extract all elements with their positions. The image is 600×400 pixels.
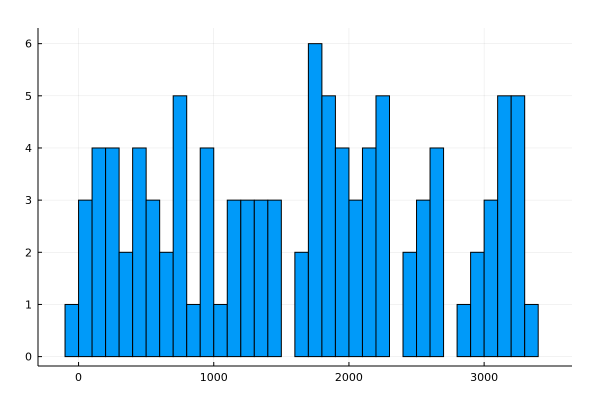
x-tick-label: 2000 — [335, 371, 363, 384]
histogram-bar — [524, 303, 539, 358]
x-tick-label: 0 — [75, 371, 82, 384]
histogram-bar — [375, 95, 390, 358]
x-axis-ticks: 0 1000 2000 3000 — [75, 362, 498, 384]
x-tick-label: 3000 — [470, 371, 498, 384]
histogram-bar — [456, 303, 472, 358]
histogram-bar — [253, 199, 269, 358]
histogram-bar — [470, 251, 485, 358]
histogram-bar — [145, 199, 161, 358]
histogram-bar — [132, 147, 147, 358]
histogram-bar — [199, 147, 215, 358]
histogram-bar — [497, 95, 512, 358]
histogram-bar — [240, 199, 255, 358]
y-tick-label: 1 — [25, 298, 32, 311]
histogram-bar — [159, 251, 174, 358]
histogram-bar — [64, 303, 80, 358]
histogram-bar — [267, 199, 282, 358]
histogram-bar — [105, 147, 120, 358]
histogram-bar — [186, 303, 201, 358]
histogram-bar — [510, 95, 526, 358]
y-tick-label: 3 — [25, 194, 32, 207]
histogram-bar — [402, 251, 418, 358]
bars — [64, 43, 539, 358]
histogram-bar — [348, 199, 363, 358]
y-tick-label: 6 — [25, 38, 32, 51]
histogram-bar — [416, 199, 431, 358]
histogram-bar — [118, 251, 134, 358]
axes — [37, 28, 572, 367]
histogram-bar — [483, 199, 499, 358]
histogram-bar — [78, 199, 93, 358]
histogram-bar — [294, 251, 309, 358]
histogram-bar — [213, 303, 228, 358]
histogram-bar — [172, 95, 188, 358]
histogram-bar — [361, 147, 377, 358]
y-axis-ticks: 0 1 2 3 4 5 6 — [25, 38, 42, 364]
histogram-bar — [307, 43, 323, 358]
y-tick-label: 0 — [25, 351, 32, 364]
y-tick-label: 4 — [25, 142, 32, 155]
histogram-bar — [429, 147, 445, 358]
histogram-bar — [91, 147, 107, 358]
y-tick-label: 5 — [25, 90, 32, 103]
x-tick-label: 1000 — [200, 371, 228, 384]
histogram-bar — [321, 95, 336, 358]
histogram-bar — [334, 147, 350, 358]
histogram-bar — [226, 199, 242, 358]
y-tick-label: 2 — [25, 246, 32, 259]
